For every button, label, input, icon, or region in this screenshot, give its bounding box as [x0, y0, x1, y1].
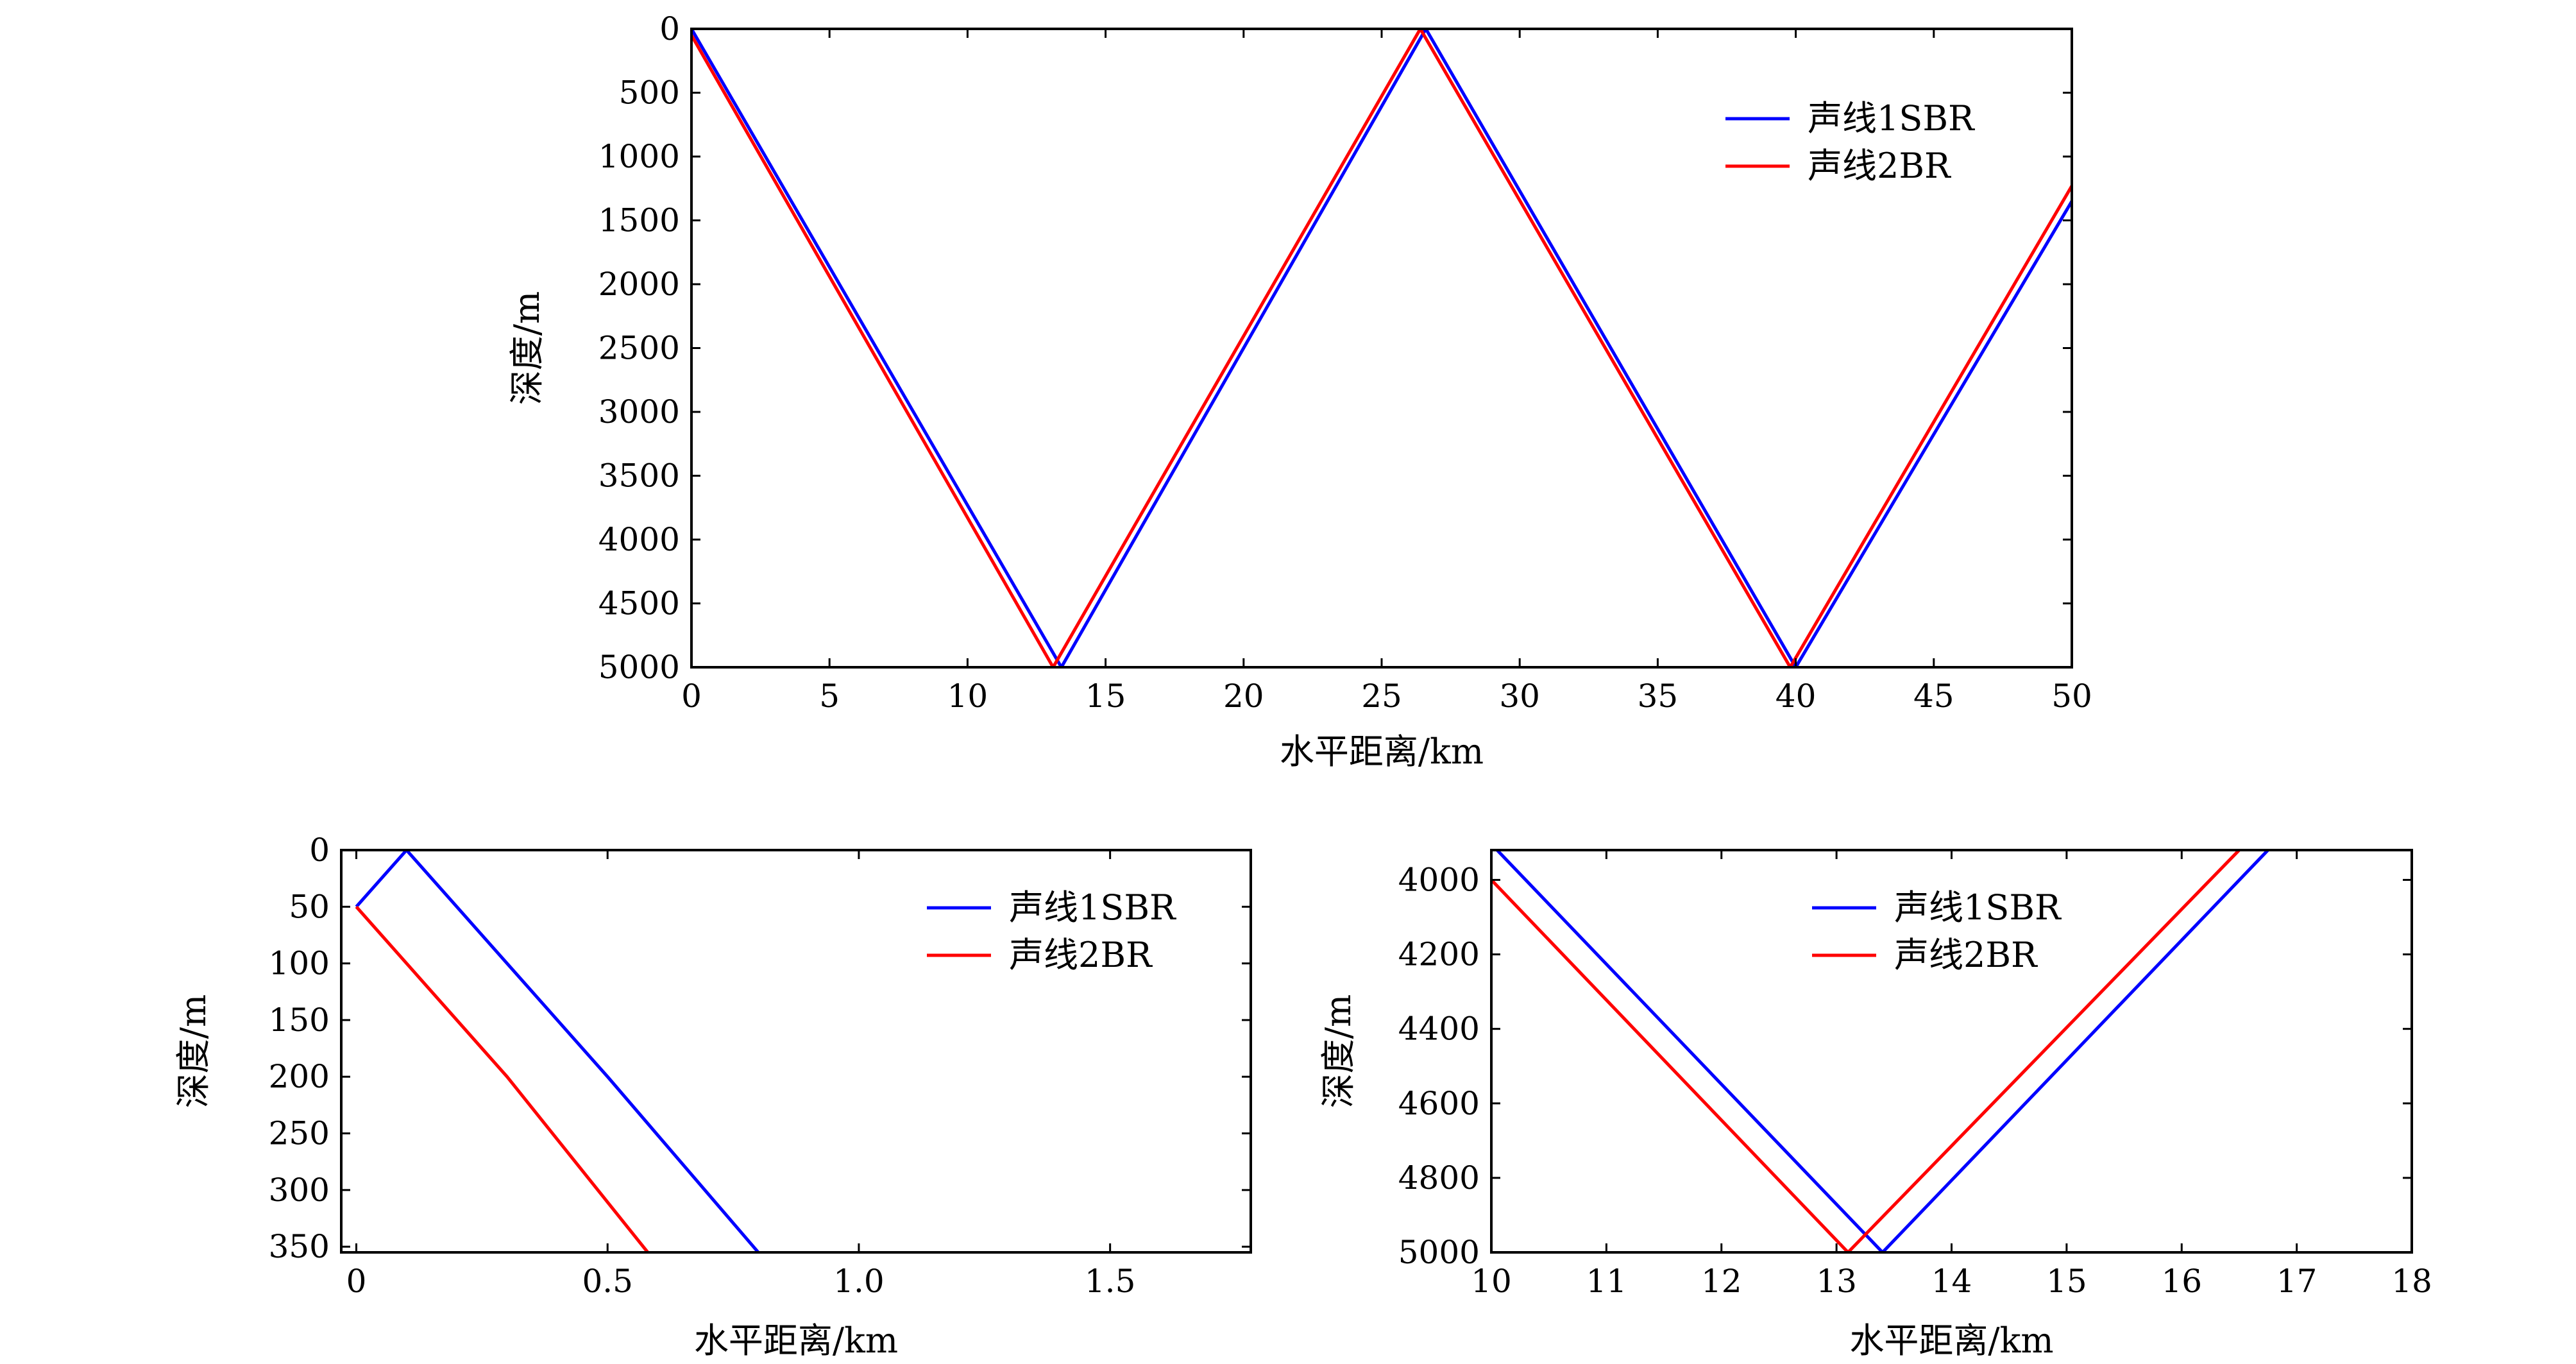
- legend: 声线1SBR 声线2BR: [927, 887, 1176, 975]
- y-tick-label: 50: [289, 888, 330, 925]
- series-line-2: [355, 905, 649, 1252]
- y-tick-label: 4500: [598, 585, 680, 622]
- legend-label-1: 声线1SBR: [1009, 887, 1176, 928]
- series-line-2: [691, 29, 2072, 667]
- legend: 声线1SBR 声线2BR: [1725, 98, 1975, 186]
- series-line-1: [1496, 850, 2269, 1252]
- y-tick-label: 2000: [598, 266, 680, 303]
- bottom-left-chart-panel: 0 0.5 1.0 1.5 0 50 100 150 200 250 300 350 水平距离/km 深度…: [173, 831, 1252, 1361]
- y-tick-label: 3000: [598, 393, 680, 431]
- x-tick-label: 5: [819, 678, 840, 715]
- x-tick-label: 17: [2276, 1263, 2318, 1300]
- y-tick-label: 350: [269, 1228, 330, 1265]
- x-tick-label: 14: [1931, 1263, 1972, 1300]
- y-tick-label: 1000: [598, 138, 680, 175]
- y-tick-label: 0: [309, 831, 330, 869]
- plot-frame: [340, 849, 1252, 1254]
- legend-label-2: 声线2BR: [1808, 146, 1951, 186]
- x-tick-label: 0: [681, 678, 702, 715]
- y-axis-label: 深度/m: [173, 994, 214, 1108]
- y-tick-label: 250: [269, 1115, 330, 1152]
- y-tick-label: 500: [619, 74, 680, 112]
- y-tick-label: 4800: [1398, 1159, 1480, 1197]
- x-tick-label: 13: [1816, 1263, 1857, 1300]
- legend: 声线1SBR 声线2BR: [1812, 887, 2062, 975]
- y-tick-label: 150: [269, 1002, 330, 1039]
- y-tick-label: 4400: [1398, 1010, 1480, 1048]
- x-tick-label: 25: [1361, 678, 1402, 715]
- y-tick-label: 100: [269, 945, 330, 982]
- y-tick-label: 200: [269, 1058, 330, 1095]
- x-axis-label: 水平距离/km: [694, 1320, 898, 1361]
- x-tick-label: 45: [1913, 678, 1954, 715]
- x-tick-label: 1.5: [1085, 1263, 1136, 1300]
- y-tick-label: 1500: [598, 202, 680, 239]
- x-tick-label: 12: [1701, 1263, 1742, 1300]
- x-tick-label: 0.5: [582, 1263, 633, 1300]
- x-tick-label: 16: [2161, 1263, 2202, 1300]
- series-line-1: [691, 29, 2072, 667]
- legend-label-1: 声线1SBR: [1808, 98, 1975, 139]
- y-tick-label: 3500: [598, 457, 680, 495]
- x-tick-label: 10: [947, 678, 988, 715]
- x-tick-label: 0: [346, 1263, 367, 1300]
- y-axis-label: 深度/m: [1318, 994, 1359, 1108]
- series-line-1: [355, 850, 760, 1252]
- y-tick-label: 0: [659, 10, 680, 47]
- legend-label-2: 声线2BR: [1009, 935, 1153, 975]
- x-tick-label: 18: [2391, 1263, 2432, 1300]
- y-tick-label: 4000: [598, 521, 680, 558]
- y-tick-label: 4600: [1398, 1085, 1480, 1122]
- x-tick-label: 15: [2046, 1263, 2087, 1300]
- x-tick-label: 50: [2051, 678, 2092, 715]
- y-tick-label: 4000: [1398, 861, 1480, 898]
- top-chart-panel: 0 5 10 15 20 25 30 35 40 45 5005001000150020002500…: [507, 10, 2092, 772]
- x-axis-label: 水平距离/km: [1849, 1320, 2053, 1361]
- x-tick-label: 11: [1586, 1263, 1627, 1300]
- y-tick-label: 5000: [598, 649, 680, 686]
- x-tick-label: 20: [1223, 678, 1264, 715]
- x-tick-label: 15: [1085, 678, 1126, 715]
- x-tick-label: 1.0: [833, 1263, 885, 1300]
- y-tick-label: 300: [269, 1172, 330, 1209]
- legend-label-1: 声线1SBR: [1894, 887, 2062, 928]
- y-tick-label: 5000: [1398, 1234, 1480, 1271]
- bottom-right-chart-panel: 10 11 12 13 14 15 16 17 18 4000 4200 4400 4600 4800 50…: [1318, 849, 2432, 1361]
- x-tick-label: 35: [1638, 678, 1679, 715]
- y-tick-label: 2500: [598, 330, 680, 367]
- x-tick-label: 40: [1775, 678, 1817, 715]
- y-tick-label: 4200: [1398, 936, 1480, 973]
- legend-label-2: 声线2BR: [1894, 935, 2038, 975]
- series-line-2: [1491, 850, 2241, 1252]
- x-axis-label: 水平距离/km: [1280, 731, 1484, 772]
- x-tick-label: 30: [1499, 678, 1540, 715]
- y-axis-label: 深度/m: [507, 291, 547, 405]
- x-tick-label: 10: [1471, 1263, 1512, 1300]
